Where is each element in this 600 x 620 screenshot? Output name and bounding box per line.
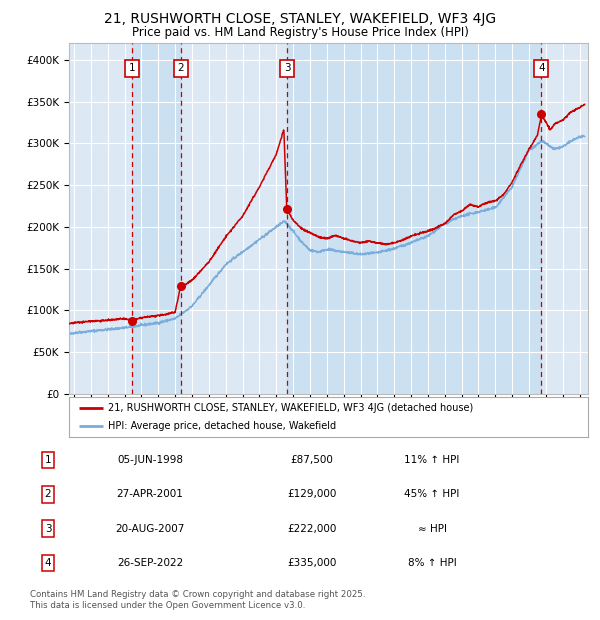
Bar xyxy=(287,43,541,394)
Text: £335,000: £335,000 xyxy=(287,557,337,568)
Text: 4: 4 xyxy=(538,63,545,73)
Text: 27-APR-2001: 27-APR-2001 xyxy=(116,489,184,500)
Text: Contains HM Land Registry data © Crown copyright and database right 2025.
This d: Contains HM Land Registry data © Crown c… xyxy=(30,590,365,609)
Text: 4: 4 xyxy=(44,557,52,568)
Text: £222,000: £222,000 xyxy=(287,523,337,534)
Bar xyxy=(132,43,181,394)
Text: 45% ↑ HPI: 45% ↑ HPI xyxy=(404,489,460,500)
Text: 1: 1 xyxy=(128,63,135,73)
Text: 2: 2 xyxy=(44,489,52,500)
Text: £129,000: £129,000 xyxy=(287,489,337,500)
Text: 20-AUG-2007: 20-AUG-2007 xyxy=(115,523,185,534)
Text: 11% ↑ HPI: 11% ↑ HPI xyxy=(404,455,460,466)
Text: 21, RUSHWORTH CLOSE, STANLEY, WAKEFIELD, WF3 4JG: 21, RUSHWORTH CLOSE, STANLEY, WAKEFIELD,… xyxy=(104,12,496,27)
Text: 05-JUN-1998: 05-JUN-1998 xyxy=(117,455,183,466)
Text: £87,500: £87,500 xyxy=(290,455,334,466)
Text: 8% ↑ HPI: 8% ↑ HPI xyxy=(407,557,457,568)
Text: HPI: Average price, detached house, Wakefield: HPI: Average price, detached house, Wake… xyxy=(108,421,336,432)
Text: ≈ HPI: ≈ HPI xyxy=(418,523,446,534)
Text: 26-SEP-2022: 26-SEP-2022 xyxy=(117,557,183,568)
Text: Price paid vs. HM Land Registry's House Price Index (HPI): Price paid vs. HM Land Registry's House … xyxy=(131,26,469,39)
Text: 21, RUSHWORTH CLOSE, STANLEY, WAKEFIELD, WF3 4JG (detached house): 21, RUSHWORTH CLOSE, STANLEY, WAKEFIELD,… xyxy=(108,402,473,413)
Text: 2: 2 xyxy=(177,63,184,73)
Text: 1: 1 xyxy=(44,455,52,466)
Text: 3: 3 xyxy=(44,523,52,534)
Text: 3: 3 xyxy=(284,63,290,73)
